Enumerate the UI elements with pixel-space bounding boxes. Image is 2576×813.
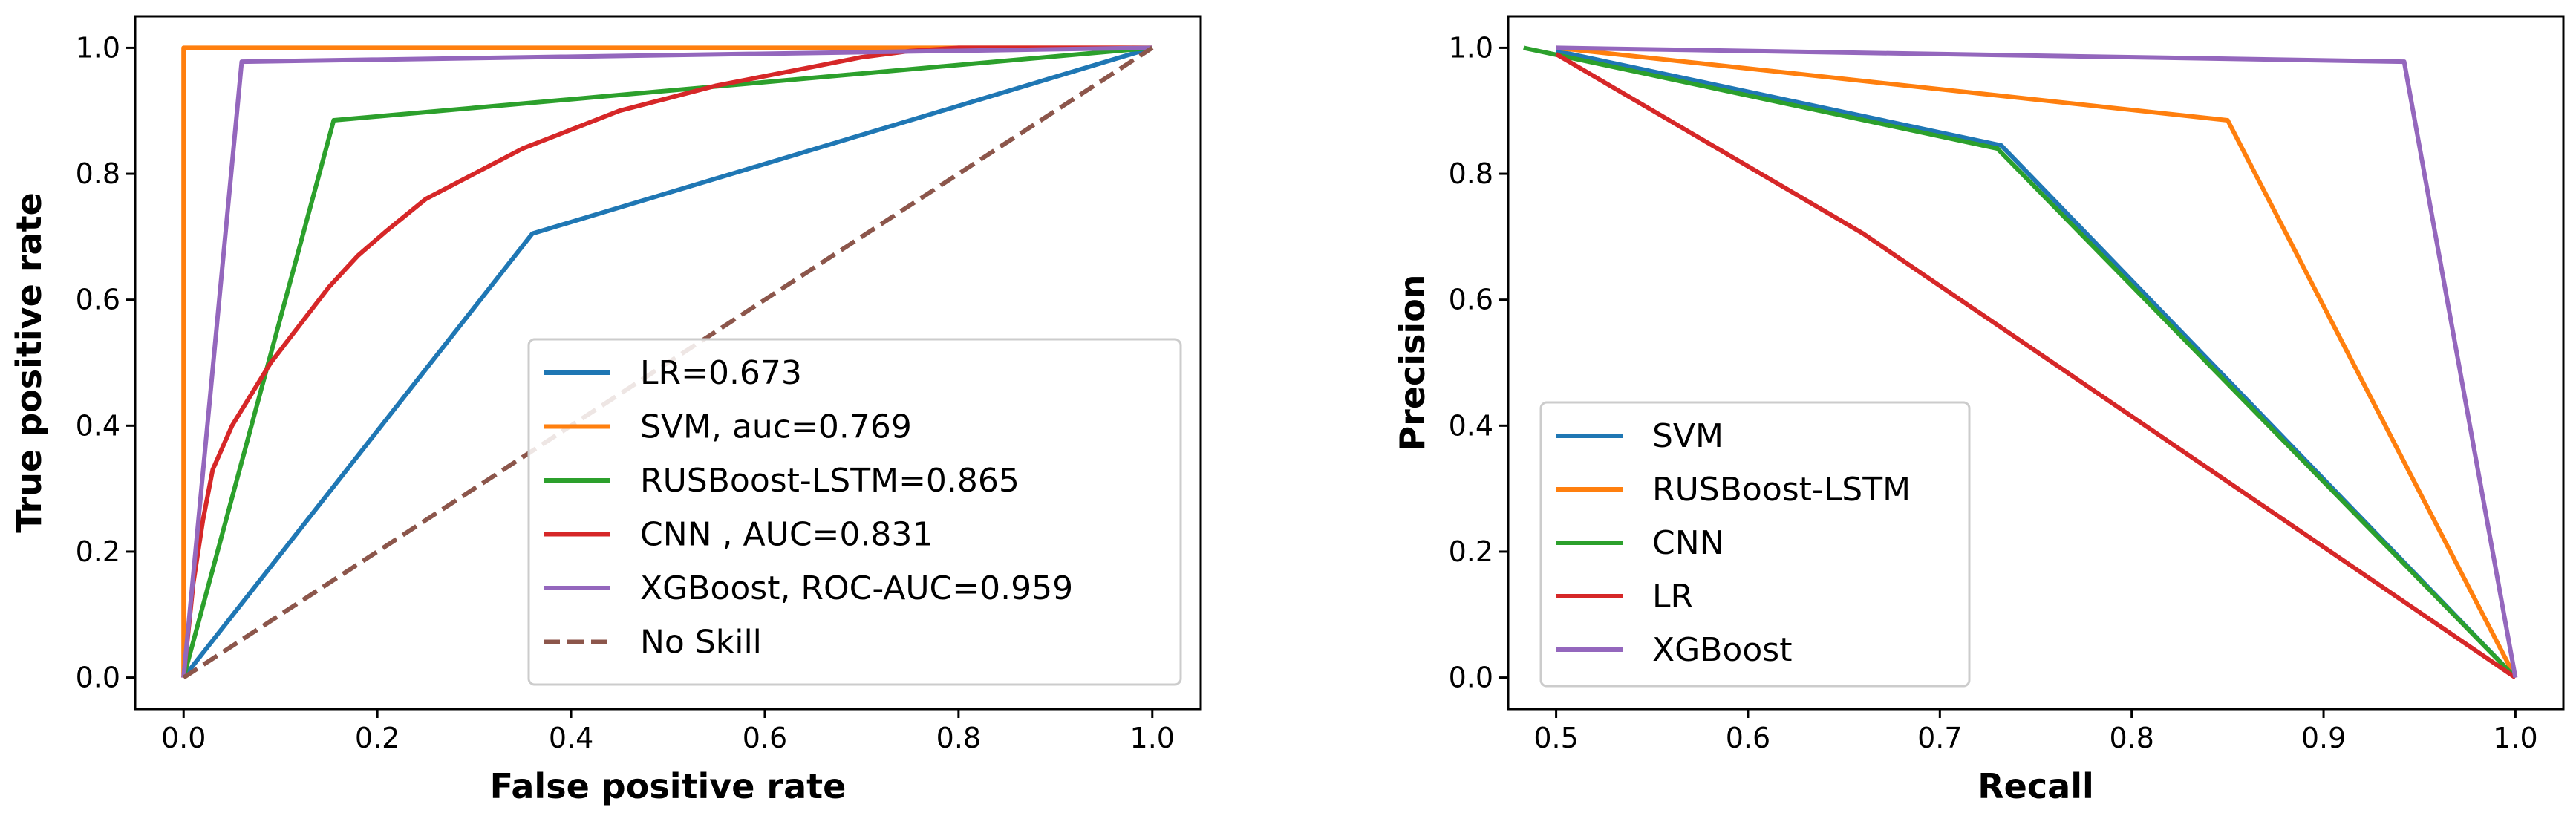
y-tick-label: 0.4: [1449, 409, 1493, 442]
legend-label-rusboost-lstm-0-865: RUSBoost-LSTM=0.865: [640, 462, 1020, 500]
series-line-cnn: [1523, 45, 2517, 679]
legend-label-lr: LR: [1652, 578, 1693, 616]
legend-label-svm: SVM: [1652, 417, 1724, 455]
x-tick-label: 0.8: [2109, 722, 2153, 754]
y-tick-label: 0.4: [76, 409, 120, 442]
series-line-xgboost: [1556, 45, 2518, 679]
y-tick-label: 1.0: [76, 31, 120, 64]
series-line-rusboost-lstm-0-865: [181, 45, 1153, 679]
legend: LR=0.673 SVM, auc=0.769 RUSBoost-LSTM=0.86…: [527, 338, 1182, 686]
y-axis-title: True positive rate: [9, 192, 49, 533]
precision-recall-chart: 0.5 0.6 0.7 0.8 0.9 1.0 0.0 0.2 0.4 0.6 0.8 1.0 Reca…: [1392, 15, 2565, 806]
y-axis-title: Precision: [1392, 274, 1432, 451]
legend: SVM RUSBoost-LSTM CNN LR XGBoost: [1539, 401, 1971, 688]
y-tick-label: 0.2: [76, 535, 120, 568]
x-tick-label: 0.4: [549, 722, 593, 754]
legend-label-no-skill: No Skill: [640, 624, 762, 662]
legend-box: [527, 338, 1182, 686]
series-line-svm-auc-0-769: [181, 45, 1152, 678]
x-tick-label: 0.6: [743, 722, 787, 754]
legend-label-xgboost-roc-auc-0-959: XGBoost, ROC-AUC=0.959: [640, 569, 1073, 607]
x-tick-label: 1.0: [1130, 722, 1175, 754]
y-tick-label: 0.6: [76, 284, 120, 316]
roc-chart: 0.0 0.2 0.4 0.6 0.8 1.0 0.0 0.2 0.4 0.6 0.8 1.0 Fals…: [9, 15, 1202, 806]
legend-label-cnn-auc-0-831: CNN , AUC=0.831: [640, 516, 933, 554]
x-axis-title: Recall: [1977, 766, 2093, 806]
plot-frame: [134, 15, 1202, 711]
x-tick-label: 0.9: [2301, 722, 2346, 754]
x-tick-label: 0.5: [1533, 722, 1578, 754]
series-line-rusboost-lstm: [1556, 45, 2518, 679]
plot-frame: [1507, 15, 2565, 711]
x-tick-label: 0.6: [1726, 722, 1770, 754]
y-tick-label: 0.2: [1449, 535, 1493, 568]
legend-label-xgboost: XGBoost: [1652, 631, 1792, 669]
y-tick-label: 0.6: [1449, 284, 1493, 316]
x-tick-label: 0.2: [355, 722, 400, 754]
series-line-xgboost-roc-auc-0-959: [181, 45, 1152, 678]
x-tick-label: 1.0: [2493, 722, 2537, 754]
y-tick-label: 0.0: [1449, 662, 1493, 694]
legend-label-lr-0-673: LR=0.673: [640, 354, 802, 392]
legend-label-svm-auc-0-769: SVM, auc=0.769: [640, 408, 912, 446]
x-tick-label: 0.0: [161, 722, 206, 754]
series-line-lr-0-673: [181, 45, 1153, 679]
legend-label-cnn: CNN: [1652, 524, 1724, 562]
legend-label-rusboost-lstm: RUSBoost-LSTM: [1652, 471, 1911, 509]
legend-box: [1539, 401, 1971, 688]
x-axis-title: False positive rate: [490, 766, 847, 806]
x-tick-label: 0.8: [936, 722, 981, 754]
series-line-lr: [1555, 52, 2517, 680]
y-tick-label: 0.0: [76, 662, 120, 694]
x-tick-label: 0.7: [1917, 722, 1962, 754]
y-tick-label: 1.0: [1449, 31, 1493, 64]
y-tick-label: 0.8: [76, 157, 120, 190]
y-tick-label: 0.8: [1449, 157, 1493, 190]
